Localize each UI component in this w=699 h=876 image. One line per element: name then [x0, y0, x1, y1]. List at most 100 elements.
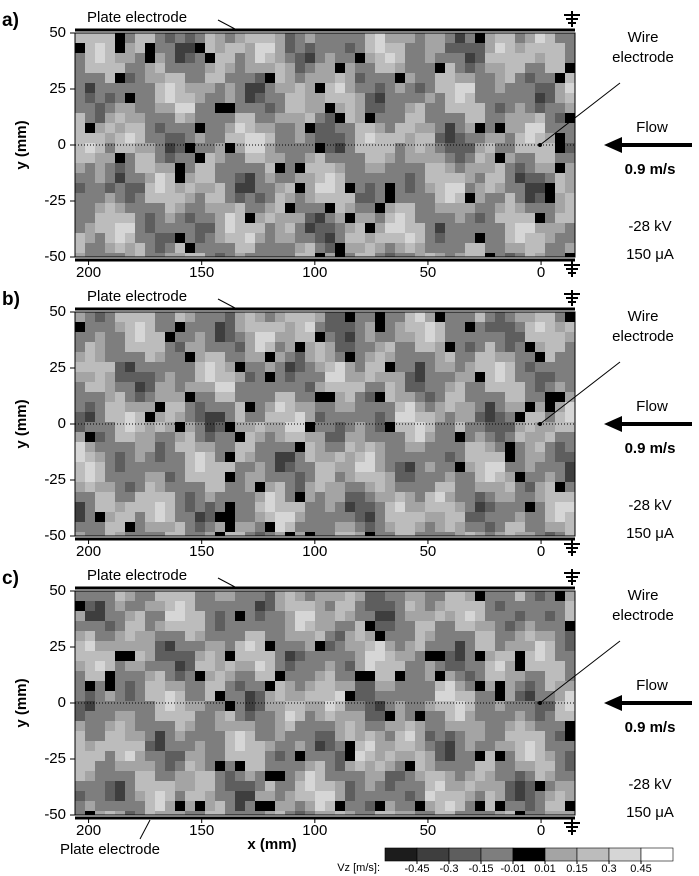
- contour-cell: [305, 123, 315, 133]
- contour-cell: [225, 641, 235, 651]
- contour-cell: [95, 422, 105, 432]
- contour-cell: [175, 751, 185, 761]
- contour-cell: [395, 811, 405, 815]
- contour-cell: [365, 751, 375, 761]
- contour-cell: [415, 591, 425, 601]
- contour-cell: [85, 312, 95, 322]
- contour-cell: [425, 183, 435, 193]
- contour-cell: [445, 83, 455, 93]
- contour-cell: [105, 93, 115, 103]
- contour-cell: [105, 183, 115, 193]
- contour-cell: [265, 751, 275, 761]
- contour-cell: [215, 203, 225, 213]
- contour-cell: [125, 741, 135, 751]
- contour-cell: [135, 372, 145, 382]
- contour-cell: [125, 33, 135, 43]
- contour-cell: [95, 362, 105, 372]
- contour-cell: [435, 73, 445, 83]
- contour-cell: [425, 43, 435, 53]
- contour-cell: [165, 123, 175, 133]
- contour-cell: [495, 482, 505, 492]
- contour-cell: [345, 691, 355, 701]
- contour-cell: [275, 472, 285, 482]
- contour-cell: [315, 143, 325, 153]
- contour-cell: [225, 312, 235, 322]
- contour-cell: [425, 751, 435, 761]
- contour-cell: [335, 492, 345, 502]
- contour-cell: [95, 452, 105, 462]
- contour-cell: [155, 83, 165, 93]
- contour-cell: [275, 691, 285, 701]
- contour-cell: [335, 601, 345, 611]
- contour-cell: [145, 681, 155, 691]
- contour-cell: [265, 472, 275, 482]
- contour-cell: [405, 661, 415, 671]
- contour-cell: [425, 123, 435, 133]
- contour-cell: [405, 83, 415, 93]
- contour-cell: [385, 342, 395, 352]
- contour-cell: [365, 811, 375, 815]
- contour-cell: [505, 73, 515, 83]
- contour-cell: [495, 213, 505, 223]
- contour-cell: [185, 711, 195, 721]
- contour-cell: [465, 163, 475, 173]
- contour-cell: [155, 751, 165, 761]
- contour-cell: [125, 601, 135, 611]
- contour-cell: [325, 73, 335, 83]
- contour-cell: [95, 332, 105, 342]
- contour-cell: [515, 223, 525, 233]
- contour-cell: [85, 332, 95, 342]
- contour-cell: [365, 492, 375, 502]
- contour-cell: [545, 332, 555, 342]
- contour-cell: [535, 173, 545, 183]
- contour-cell: [555, 362, 565, 372]
- contour-cell: [215, 761, 225, 771]
- contour-cell: [125, 711, 135, 721]
- contour-cell: [275, 173, 285, 183]
- contour-cell: [275, 422, 285, 432]
- contour-cell: [565, 103, 575, 113]
- contour-cell: [295, 312, 305, 322]
- contour-cell: [555, 113, 565, 123]
- contour-cell: [445, 412, 455, 422]
- contour-cell: [205, 771, 215, 781]
- contour-cell: [565, 651, 575, 661]
- contour-cell: [275, 352, 285, 362]
- contour-cell: [195, 811, 205, 815]
- contour-cell: [175, 681, 185, 691]
- contour-cell: [265, 492, 275, 502]
- contour-cell: [255, 352, 265, 362]
- contour-cell: [355, 462, 365, 472]
- contour-cell: [385, 213, 395, 223]
- contour-cell: [285, 233, 295, 243]
- contour-cell: [205, 522, 215, 532]
- contour-cell: [535, 352, 545, 362]
- contour-cell: [125, 163, 135, 173]
- contour-cell: [145, 183, 155, 193]
- contour-cell: [445, 33, 455, 43]
- contour-cell: [365, 711, 375, 721]
- contour-cell: [95, 33, 105, 43]
- contour-cell: [325, 203, 335, 213]
- y-axis-label: y (mm): [13, 120, 30, 169]
- contour-cell: [295, 73, 305, 83]
- contour-cell: [285, 322, 295, 332]
- contour-cell: [175, 33, 185, 43]
- contour-cell: [565, 113, 575, 123]
- contour-cell: [405, 143, 415, 153]
- contour-cell: [125, 322, 135, 332]
- contour-cell: [455, 811, 465, 815]
- contour-cell: [205, 741, 215, 751]
- contour-cell: [355, 412, 365, 422]
- contour-cell: [545, 203, 555, 213]
- contour-cell: [285, 492, 295, 502]
- contour-cell: [495, 103, 505, 113]
- contour-cell: [395, 492, 405, 502]
- contour-cell: [535, 193, 545, 203]
- contour-cell: [525, 671, 535, 681]
- contour-cell: [305, 113, 315, 123]
- contour-cell: [235, 193, 245, 203]
- contour-cell: [435, 492, 445, 502]
- contour-cell: [485, 362, 495, 372]
- contour-cell: [255, 143, 265, 153]
